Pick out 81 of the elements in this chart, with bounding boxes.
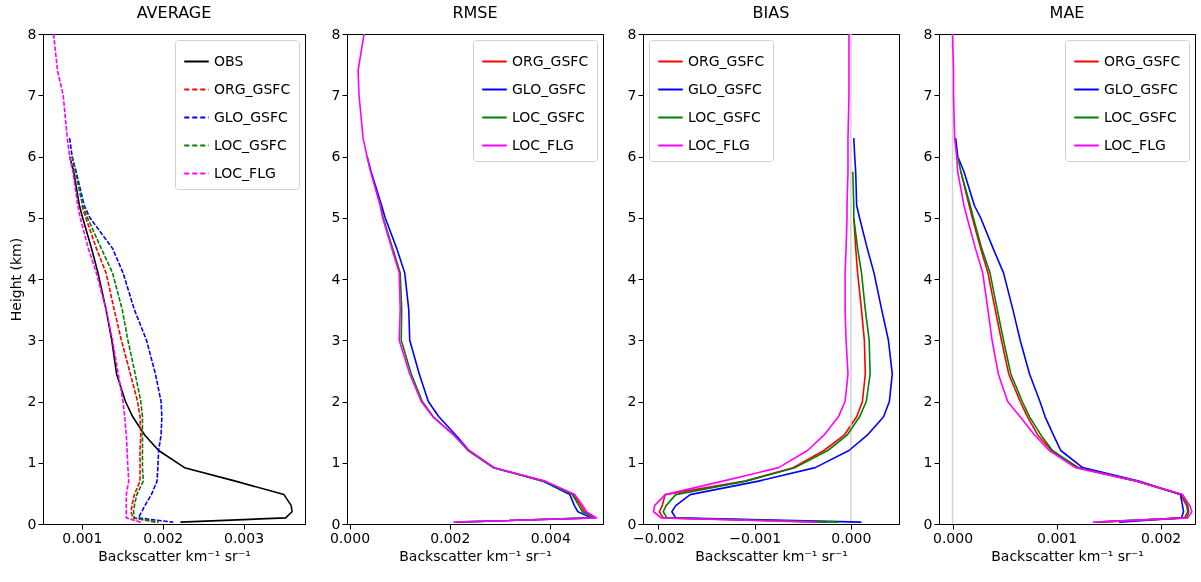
y-tick-label: 5 bbox=[627, 209, 637, 226]
line-series bbox=[71, 155, 160, 523]
y-tick-label: 3 bbox=[923, 331, 933, 348]
y-tick-label: 1 bbox=[27, 454, 37, 471]
y-tick-label: 5 bbox=[923, 209, 933, 226]
y-tick-label: 2 bbox=[923, 393, 933, 409]
line-series bbox=[68, 137, 174, 523]
y-tick-label: 8 bbox=[27, 25, 37, 42]
line-series bbox=[357, 34, 598, 523]
y-tick-label: 3 bbox=[627, 331, 637, 348]
x-tick-label: 0.001 bbox=[1037, 529, 1078, 546]
y-tick-label: 8 bbox=[923, 25, 933, 42]
y-tick-label: 0 bbox=[627, 515, 637, 532]
x-axis-title: Backscatter km⁻¹ sr⁻¹ bbox=[399, 547, 552, 564]
line-series bbox=[951, 34, 1193, 523]
x-tick-label: 0.000 bbox=[932, 529, 974, 546]
y-tick-label: 7 bbox=[923, 86, 933, 103]
x-tick-label: −0.002 bbox=[632, 529, 685, 546]
x-tick-label: 0.002 bbox=[430, 529, 471, 546]
y-tick-label: 3 bbox=[331, 331, 341, 348]
chart-title: BIAS bbox=[752, 3, 790, 22]
legend-label: LOC_FLG bbox=[688, 136, 750, 153]
y-tick-label: 4 bbox=[331, 270, 341, 287]
y-tick-label: 7 bbox=[627, 86, 637, 103]
legend-label: GLO_GSFC bbox=[1104, 80, 1178, 97]
y-tick-label: 3 bbox=[27, 331, 37, 348]
legend-label: OBS bbox=[214, 52, 244, 69]
x-tick-label: 0.000 bbox=[329, 529, 371, 546]
y-tick-label: 5 bbox=[27, 209, 37, 226]
y-tick-label: 0 bbox=[331, 515, 341, 532]
y-tick-label: 8 bbox=[627, 25, 637, 42]
x-tick-label: −0.001 bbox=[729, 529, 782, 546]
x-tick-label: 0.002 bbox=[1141, 529, 1182, 546]
y-tick-label: 7 bbox=[27, 86, 37, 103]
y-tick-label: 0 bbox=[923, 515, 933, 532]
line-series bbox=[81, 204, 157, 523]
chart-title: AVERAGE bbox=[136, 3, 212, 22]
chart-title: RMSE bbox=[452, 3, 498, 22]
x-axis-title: Backscatter km⁻¹ sr⁻¹ bbox=[991, 547, 1144, 564]
legend-label: ORG_GSFC bbox=[688, 52, 765, 69]
line-series bbox=[52, 34, 142, 523]
y-tick-label: 2 bbox=[627, 393, 637, 409]
y-tick-label: 8 bbox=[331, 25, 341, 42]
legend-label: LOC_FLG bbox=[214, 164, 276, 181]
chart-title: MAE bbox=[1049, 3, 1085, 22]
y-tick-label: 6 bbox=[923, 148, 933, 164]
x-tick-label: 0.003 bbox=[224, 529, 265, 546]
y-tick-label: 6 bbox=[27, 148, 37, 164]
y-tick-label: 2 bbox=[27, 393, 37, 409]
legend-label: ORG_GSFC bbox=[1104, 52, 1181, 69]
legend-label: LOC_GSFC bbox=[688, 108, 761, 125]
y-tick-label: 6 bbox=[331, 148, 341, 164]
y-tick-label: 0 bbox=[27, 515, 37, 532]
legend-label: ORG_GSFC bbox=[512, 52, 589, 69]
x-tick-label: 0.000 bbox=[831, 529, 872, 546]
legend-label: GLO_GSFC bbox=[688, 80, 762, 97]
legend-label: LOC_FLG bbox=[512, 136, 574, 153]
y-tick-label: 1 bbox=[627, 454, 637, 471]
y-tick-label: 6 bbox=[627, 148, 637, 164]
y-tick-label: 2 bbox=[331, 393, 341, 409]
y-tick-label: 1 bbox=[331, 454, 341, 471]
y-tick-label: 4 bbox=[923, 270, 933, 287]
legend-label: GLO_GSFC bbox=[214, 108, 288, 125]
legend-label: ORG_GSFC bbox=[214, 80, 291, 97]
y-tick-label: 5 bbox=[331, 209, 341, 226]
x-axis-title: Backscatter km⁻¹ sr⁻¹ bbox=[695, 547, 848, 564]
legend-label: LOC_FLG bbox=[1104, 136, 1166, 153]
y-tick-label: 7 bbox=[331, 86, 341, 103]
y-axis-title: Height (km) bbox=[7, 237, 24, 322]
legend-label: GLO_GSFC bbox=[512, 80, 586, 97]
x-tick-label: 0.002 bbox=[143, 529, 184, 546]
legend-label: LOC_GSFC bbox=[214, 136, 287, 153]
x-tick-label: 0.001 bbox=[62, 529, 103, 546]
y-tick-label: 4 bbox=[627, 270, 637, 287]
y-tick-label: 4 bbox=[27, 270, 37, 287]
y-tick-label: 1 bbox=[923, 454, 933, 471]
x-tick-label: 0.004 bbox=[530, 529, 571, 546]
legend-label: LOC_GSFC bbox=[1104, 108, 1177, 125]
line-series bbox=[652, 34, 850, 523]
legend-label: LOC_GSFC bbox=[512, 108, 585, 125]
x-axis-title: Backscatter km⁻¹ sr⁻¹ bbox=[98, 547, 251, 564]
